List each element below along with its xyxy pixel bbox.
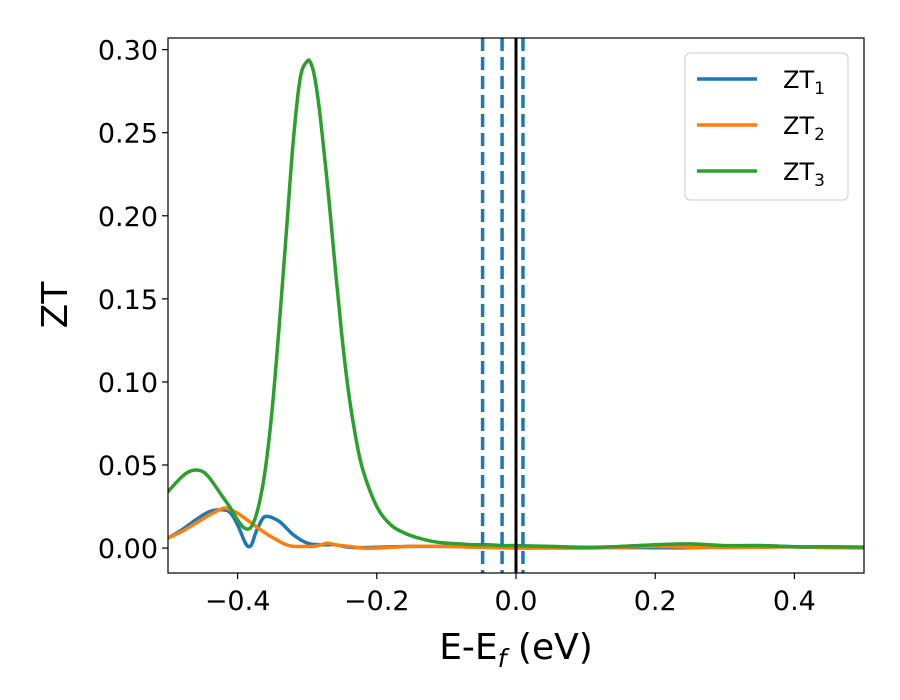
- legend-label-zt1: ZT1: [783, 66, 825, 99]
- x-tick-label: −0.4: [205, 586, 271, 617]
- legend-box: [684, 52, 849, 201]
- y-tick-label: 0.25: [98, 119, 158, 150]
- x-tick-label: −0.2: [344, 586, 410, 617]
- series-layer: [168, 58, 864, 551]
- x-tick-label: 0.2: [634, 586, 677, 617]
- y-tick-label: 0.15: [98, 285, 158, 316]
- legend-entries: ZT1 ZT2 ZT3: [697, 66, 825, 191]
- legend-label-zt3: ZT3: [783, 158, 825, 191]
- y-axis-ticks: 0.00 0.05 0.10 0.15 0.20 0.25 0.30: [98, 36, 168, 565]
- y-tick-label: 0.10: [98, 368, 158, 399]
- x-axis-ticks: −0.4 −0.2 0.0 0.2 0.4: [205, 573, 816, 617]
- x-axis-label: E-Ef (eV): [439, 627, 593, 673]
- y-tick-label: 0.30: [98, 36, 158, 67]
- legend-label-zt2: ZT2: [783, 112, 825, 145]
- series-line-zt3: [168, 58, 864, 549]
- y-tick-label: 0.20: [98, 202, 158, 233]
- y-axis-label: ZT: [35, 281, 76, 329]
- x-tick-label: 0.0: [495, 586, 538, 617]
- legend: ZT1 ZT2 ZT3: [684, 52, 849, 201]
- x-tick-label: 0.4: [773, 586, 816, 617]
- vline-layer: [480, 38, 525, 573]
- y-tick-label: 0.00: [98, 534, 158, 565]
- y-tick-label: 0.05: [98, 451, 158, 482]
